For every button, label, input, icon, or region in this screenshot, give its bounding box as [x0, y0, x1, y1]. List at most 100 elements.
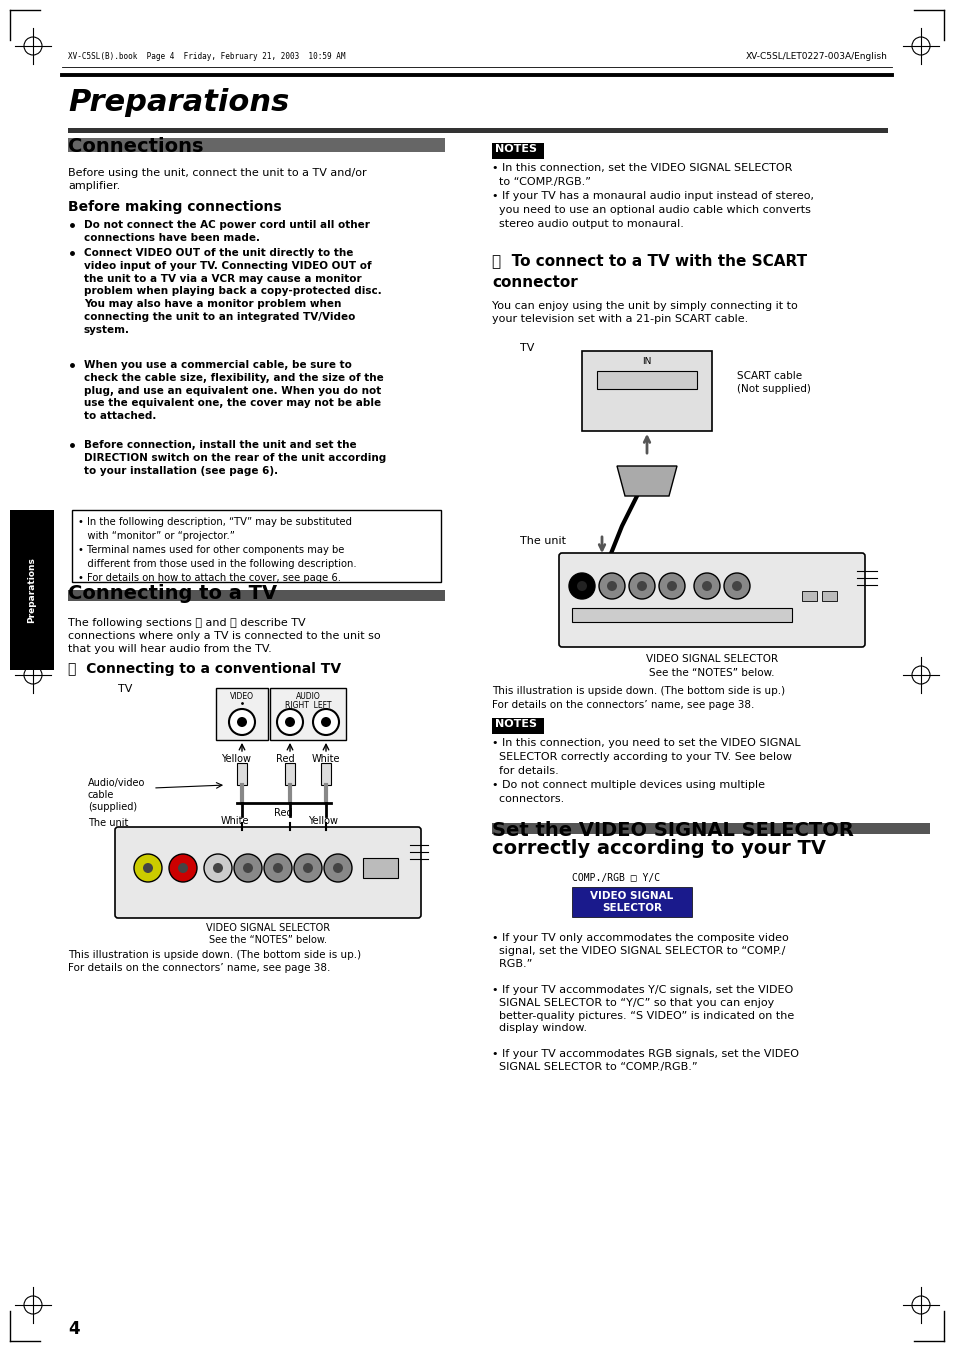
Text: Red: Red	[274, 808, 293, 817]
Text: You can enjoy using the unit by simply connecting it to
your television set with: You can enjoy using the unit by simply c…	[492, 301, 797, 324]
Text: • Terminal names used for other components may be: • Terminal names used for other componen…	[78, 544, 344, 555]
Text: SCART cable
(Not supplied): SCART cable (Not supplied)	[737, 372, 810, 394]
Text: COMP./RGB □ Y/C: COMP./RGB □ Y/C	[572, 873, 659, 884]
Circle shape	[723, 573, 749, 598]
Text: connectors.: connectors.	[492, 794, 563, 804]
Text: • In this connection, set the VIDEO SIGNAL SELECTOR: • In this connection, set the VIDEO SIGN…	[492, 163, 792, 173]
Text: • For details on how to attach the cover, see page 6.: • For details on how to attach the cover…	[78, 573, 340, 584]
Circle shape	[273, 863, 283, 873]
Text: • In the following description, “TV” may be substituted: • In the following description, “TV” may…	[78, 517, 352, 527]
Text: VIDEO SIGNAL SELECTOR: VIDEO SIGNAL SELECTOR	[206, 923, 330, 934]
Text: SELECTOR correctly according to your TV. See below: SELECTOR correctly according to your TV.…	[492, 753, 791, 762]
Circle shape	[701, 581, 711, 590]
Circle shape	[133, 854, 162, 882]
Text: XV-C5SL(B).book  Page 4  Friday, February 21, 2003  10:59 AM: XV-C5SL(B).book Page 4 Friday, February …	[68, 51, 345, 61]
Text: See the “NOTES” below.: See the “NOTES” below.	[209, 935, 327, 944]
Bar	[270, 688, 346, 740]
Text: • If your TV only accommodates the composite video
  signal, set the VIDEO SIGNA: • If your TV only accommodates the compo…	[492, 934, 788, 969]
Circle shape	[169, 854, 196, 882]
Text: VIDEO SIGNAL SELECTOR: VIDEO SIGNAL SELECTOR	[645, 654, 778, 663]
Text: with “monitor” or “projector.”: with “monitor” or “projector.”	[78, 531, 234, 540]
Circle shape	[204, 854, 232, 882]
Text: The unit: The unit	[88, 817, 129, 828]
Circle shape	[731, 581, 741, 590]
Circle shape	[333, 863, 343, 873]
Text: Red: Red	[275, 754, 294, 765]
Text: cable: cable	[88, 790, 114, 800]
Text: VIDEO SIGNAL
SELECTOR: VIDEO SIGNAL SELECTOR	[590, 892, 673, 913]
Text: • If your TV accommodates Y/C signals, set the VIDEO
  SIGNAL SELECTOR to “Y/C” : • If your TV accommodates Y/C signals, s…	[492, 985, 794, 1034]
Text: Yellow: Yellow	[308, 816, 337, 825]
Text: Preparations: Preparations	[28, 557, 36, 623]
Text: stereo audio output to monaural.: stereo audio output to monaural.	[492, 219, 683, 230]
Circle shape	[606, 581, 617, 590]
Bar	[10, 509, 54, 670]
Bar	[597, 372, 697, 389]
Text: IN: IN	[641, 357, 651, 366]
Circle shape	[143, 863, 152, 873]
Bar	[572, 608, 791, 621]
Text: When you use a commercial cable, be sure to
check the cable size, flexibility, a: When you use a commercial cable, be sure…	[84, 359, 383, 422]
Text: you need to use an optional audio cable which converts: you need to use an optional audio cable …	[492, 205, 810, 215]
Text: Yellow: Yellow	[221, 754, 251, 765]
Text: • In this connection, you need to set the VIDEO SIGNAL: • In this connection, you need to set th…	[492, 738, 800, 748]
Circle shape	[178, 863, 188, 873]
Text: Set the VIDEO SIGNAL SELECTOR: Set the VIDEO SIGNAL SELECTOR	[492, 821, 853, 840]
Bar	[821, 590, 836, 601]
Circle shape	[294, 854, 322, 882]
Text: • If your TV accommodates RGB signals, set the VIDEO
  SIGNAL SELECTOR to “COMP.: • If your TV accommodates RGB signals, s…	[492, 1048, 799, 1071]
Text: White: White	[312, 754, 340, 765]
Text: For details on the connectors’ name, see page 38.: For details on the connectors’ name, see…	[68, 963, 330, 973]
Bar	[492, 823, 929, 834]
Text: different from those used in the following description.: different from those used in the followi…	[78, 559, 356, 569]
Circle shape	[264, 854, 292, 882]
Text: to “COMP./RGB.”: to “COMP./RGB.”	[492, 177, 590, 186]
Bar	[236, 763, 247, 785]
Circle shape	[666, 581, 677, 590]
Text: Audio/video: Audio/video	[88, 778, 145, 788]
Circle shape	[213, 863, 223, 873]
Text: Before using the unit, connect the unit to a TV and/or
amplifier.: Before using the unit, connect the unit …	[68, 168, 366, 192]
Circle shape	[276, 709, 303, 735]
Bar	[363, 858, 397, 878]
Text: TV: TV	[519, 343, 534, 353]
Bar	[581, 351, 711, 431]
Text: connector: connector	[492, 276, 578, 290]
Text: (supplied): (supplied)	[88, 802, 137, 812]
Text: The following sections Ⓐ and Ⓑ describe TV
connections where only a TV is connec: The following sections Ⓐ and Ⓑ describe …	[68, 617, 380, 654]
Text: Before making connections: Before making connections	[68, 200, 281, 213]
Text: TV: TV	[118, 684, 132, 694]
Circle shape	[303, 863, 313, 873]
Polygon shape	[617, 466, 677, 496]
Text: Ⓐ  Connecting to a conventional TV: Ⓐ Connecting to a conventional TV	[68, 662, 341, 676]
Circle shape	[568, 573, 595, 598]
Circle shape	[233, 854, 262, 882]
Circle shape	[577, 581, 586, 590]
Bar	[71, 509, 440, 582]
Bar	[801, 590, 816, 601]
Text: See the “NOTES” below.: See the “NOTES” below.	[649, 667, 774, 678]
Text: XV-C5SL/LET0227-003A/English: XV-C5SL/LET0227-003A/English	[745, 51, 887, 61]
Bar	[572, 888, 691, 917]
Text: The unit: The unit	[519, 536, 565, 546]
Bar	[285, 763, 294, 785]
Circle shape	[236, 717, 247, 727]
Text: Before connection, install the unit and set the
DIRECTION switch on the rear of : Before connection, install the unit and …	[84, 440, 386, 476]
Bar	[68, 590, 444, 601]
Text: NOTES: NOTES	[495, 719, 537, 730]
FancyBboxPatch shape	[558, 553, 864, 647]
Text: Connect VIDEO OUT of the unit directly to the
video input of your TV. Connecting: Connect VIDEO OUT of the unit directly t…	[84, 249, 381, 335]
Text: 4: 4	[68, 1320, 79, 1337]
Text: This illustration is upside down. (The bottom side is up.): This illustration is upside down. (The b…	[492, 686, 784, 696]
Text: Do not connect the AC power cord until all other
connections have been made.: Do not connect the AC power cord until a…	[84, 220, 370, 243]
Text: • Do not connect multiple devices using multiple: • Do not connect multiple devices using …	[492, 780, 764, 790]
Text: Connecting to a TV: Connecting to a TV	[68, 584, 276, 603]
Text: This illustration is upside down. (The bottom side is up.): This illustration is upside down. (The b…	[68, 950, 361, 961]
Circle shape	[659, 573, 684, 598]
Bar	[320, 763, 331, 785]
Text: for details.: for details.	[492, 766, 558, 775]
Text: RIGHT  LEFT: RIGHT LEFT	[284, 701, 331, 711]
Text: VIDEO: VIDEO	[230, 692, 253, 701]
Circle shape	[320, 717, 331, 727]
Text: White: White	[221, 816, 250, 825]
